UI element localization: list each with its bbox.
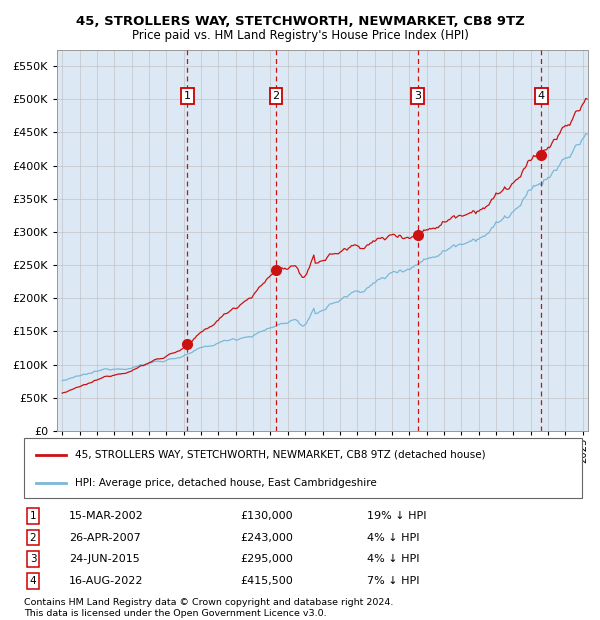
Text: 4% ↓ HPI: 4% ↓ HPI bbox=[360, 554, 419, 564]
Text: 19% ↓ HPI: 19% ↓ HPI bbox=[360, 511, 427, 521]
Text: 4: 4 bbox=[29, 576, 37, 586]
Text: 4: 4 bbox=[538, 91, 545, 101]
Text: 4% ↓ HPI: 4% ↓ HPI bbox=[360, 533, 419, 542]
Text: 26-APR-2007: 26-APR-2007 bbox=[69, 533, 141, 542]
Text: £130,000: £130,000 bbox=[240, 511, 293, 521]
Text: 24-JUN-2015: 24-JUN-2015 bbox=[69, 554, 140, 564]
Text: 7% ↓ HPI: 7% ↓ HPI bbox=[360, 576, 419, 586]
Text: This data is licensed under the Open Government Licence v3.0.: This data is licensed under the Open Gov… bbox=[24, 609, 326, 618]
Text: 2: 2 bbox=[29, 533, 37, 542]
Text: 16-AUG-2022: 16-AUG-2022 bbox=[69, 576, 143, 586]
Text: Price paid vs. HM Land Registry's House Price Index (HPI): Price paid vs. HM Land Registry's House … bbox=[131, 30, 469, 42]
Text: HPI: Average price, detached house, East Cambridgeshire: HPI: Average price, detached house, East… bbox=[75, 478, 377, 488]
Text: £243,000: £243,000 bbox=[240, 533, 293, 542]
Text: 45, STROLLERS WAY, STETCHWORTH, NEWMARKET, CB8 9TZ: 45, STROLLERS WAY, STETCHWORTH, NEWMARKE… bbox=[76, 16, 524, 28]
Text: 3: 3 bbox=[29, 554, 37, 564]
Text: 1: 1 bbox=[184, 91, 191, 101]
Text: £295,000: £295,000 bbox=[240, 554, 293, 564]
Text: 3: 3 bbox=[414, 91, 421, 101]
Text: 15-MAR-2002: 15-MAR-2002 bbox=[69, 511, 144, 521]
Text: 1: 1 bbox=[29, 511, 37, 521]
Text: Contains HM Land Registry data © Crown copyright and database right 2024.: Contains HM Land Registry data © Crown c… bbox=[24, 598, 394, 607]
Text: 2: 2 bbox=[272, 91, 280, 101]
Text: £415,500: £415,500 bbox=[240, 576, 293, 586]
Text: 45, STROLLERS WAY, STETCHWORTH, NEWMARKET, CB8 9TZ (detached house): 45, STROLLERS WAY, STETCHWORTH, NEWMARKE… bbox=[75, 450, 485, 459]
